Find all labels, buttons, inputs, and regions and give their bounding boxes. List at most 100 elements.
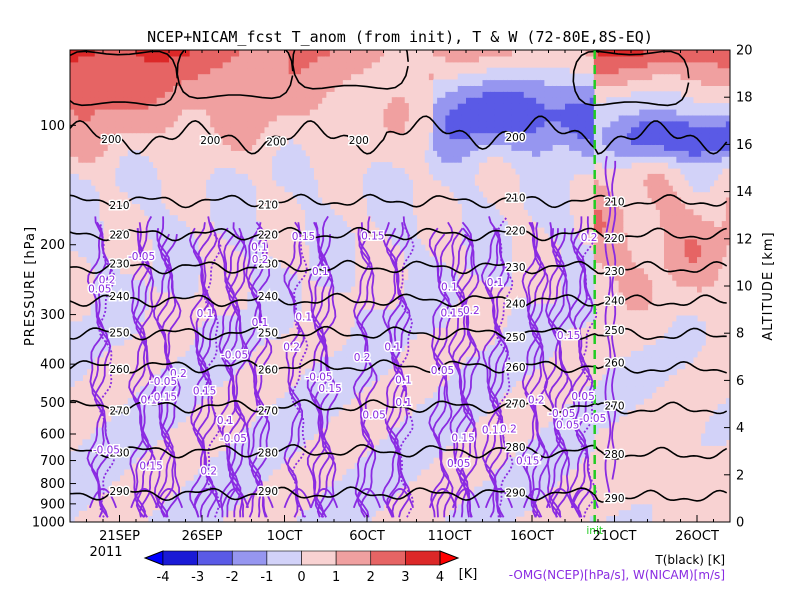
anomaly-cell — [152, 516, 158, 522]
anomaly-cell — [478, 126, 484, 134]
anomaly-cell — [193, 350, 199, 358]
anomaly-cell — [136, 303, 141, 311]
anomaly-cell — [342, 67, 347, 75]
anomaly-cell — [379, 215, 385, 222]
anomaly-cell — [461, 392, 467, 399]
anomaly-cell — [239, 97, 244, 104]
anomaly-cell — [164, 103, 170, 110]
anomaly-cell — [482, 144, 488, 151]
anomaly-cell — [523, 191, 529, 199]
anomaly-cell — [189, 291, 195, 299]
anomaly-cell — [103, 315, 108, 322]
anomaly-cell — [251, 244, 257, 252]
anomaly-cell — [367, 321, 372, 328]
anomaly-cell — [408, 433, 413, 440]
anomaly-cell — [78, 238, 83, 246]
anomaly-cell — [177, 91, 182, 98]
anomaly-cell — [334, 380, 339, 387]
anomaly-cell — [474, 256, 479, 263]
anomaly-cell — [313, 362, 319, 370]
anomaly-cell — [478, 150, 484, 157]
anomaly-cell — [82, 445, 88, 452]
anomaly-cell — [197, 486, 203, 494]
anomaly-cell — [173, 415, 178, 423]
anomaly-cell — [74, 368, 79, 376]
anomaly-cell — [470, 504, 475, 511]
anomaly-cell — [350, 327, 356, 334]
anomaly-cell — [346, 510, 352, 517]
anomaly-cell — [420, 309, 426, 317]
anomaly-cell — [461, 79, 467, 86]
anomaly-cell — [82, 67, 88, 75]
anomaly-cell — [379, 333, 385, 340]
anomaly-cell — [255, 327, 261, 334]
anomaly-cell — [548, 433, 554, 440]
anomaly-cell — [515, 67, 521, 75]
anomaly-cell — [268, 321, 273, 328]
anomaly-cell — [470, 185, 475, 193]
anomaly-cell — [78, 191, 83, 199]
anomaly-cell — [334, 398, 339, 405]
anomaly-cell — [90, 445, 96, 452]
anomaly-cell — [202, 356, 207, 364]
anomaly-cell — [169, 85, 174, 92]
anomaly-cell — [519, 173, 525, 181]
anomaly-cell — [193, 61, 199, 69]
anomaly-cell — [115, 97, 121, 104]
anomaly-cell — [548, 463, 554, 470]
anomaly-cell — [119, 333, 125, 340]
anomaly-cell — [544, 209, 550, 216]
anomaly-cell — [515, 474, 521, 482]
anomaly-cell — [350, 350, 356, 358]
anomaly-cell — [461, 73, 467, 81]
anomaly-cell — [536, 327, 541, 334]
anomaly-cell — [367, 463, 372, 470]
anomaly-cell — [218, 321, 224, 328]
anomaly-cell — [276, 103, 281, 110]
anomaly-cell — [511, 380, 517, 387]
anomaly-cell — [334, 250, 339, 258]
anomaly-cell — [395, 97, 401, 104]
anomaly-cell — [466, 144, 471, 151]
anomaly-cell — [202, 327, 207, 334]
anomaly-cell — [272, 262, 277, 269]
anomaly-cell — [334, 374, 339, 381]
anomaly-cell — [140, 97, 145, 104]
anomaly-cell — [532, 197, 537, 204]
anomaly-cell — [107, 463, 112, 470]
anomaly-cell — [490, 392, 496, 399]
anomaly-cell — [482, 97, 488, 104]
anomaly-cell — [466, 168, 471, 175]
anomaly-cell — [255, 232, 261, 240]
anomaly-cell — [296, 50, 302, 57]
anomaly-cell — [177, 268, 182, 275]
anomaly-cell — [408, 427, 413, 435]
anomaly-cell — [123, 168, 129, 175]
anomaly-cell — [519, 480, 525, 488]
anomaly-cell — [445, 85, 451, 92]
anomaly-cell — [466, 250, 471, 258]
anomaly-cell — [115, 85, 121, 92]
anomaly-cell — [90, 67, 96, 75]
anomaly-cell — [461, 120, 467, 128]
anomaly-cell — [367, 61, 372, 69]
anomaly-cell — [445, 291, 451, 299]
anomaly-cell — [441, 303, 446, 311]
anomaly-cell — [527, 79, 533, 86]
anomaly-cell — [358, 315, 364, 322]
anomaly-cell — [428, 404, 434, 411]
anomaly-cell — [263, 274, 269, 281]
anomaly-cell — [536, 120, 541, 128]
anomaly-cell — [111, 433, 116, 440]
anomaly-cell — [449, 126, 455, 134]
anomaly-cell — [74, 480, 79, 488]
anomaly-cell — [486, 404, 492, 411]
anomaly-cell — [152, 415, 158, 423]
anomaly-cell — [527, 179, 533, 187]
anomaly-cell — [490, 374, 496, 381]
anomaly-cell — [292, 55, 298, 63]
anomaly-cell — [226, 120, 232, 128]
anomaly-cell — [305, 209, 310, 216]
anomaly-cell — [107, 303, 112, 311]
anomaly-cell — [156, 120, 162, 128]
